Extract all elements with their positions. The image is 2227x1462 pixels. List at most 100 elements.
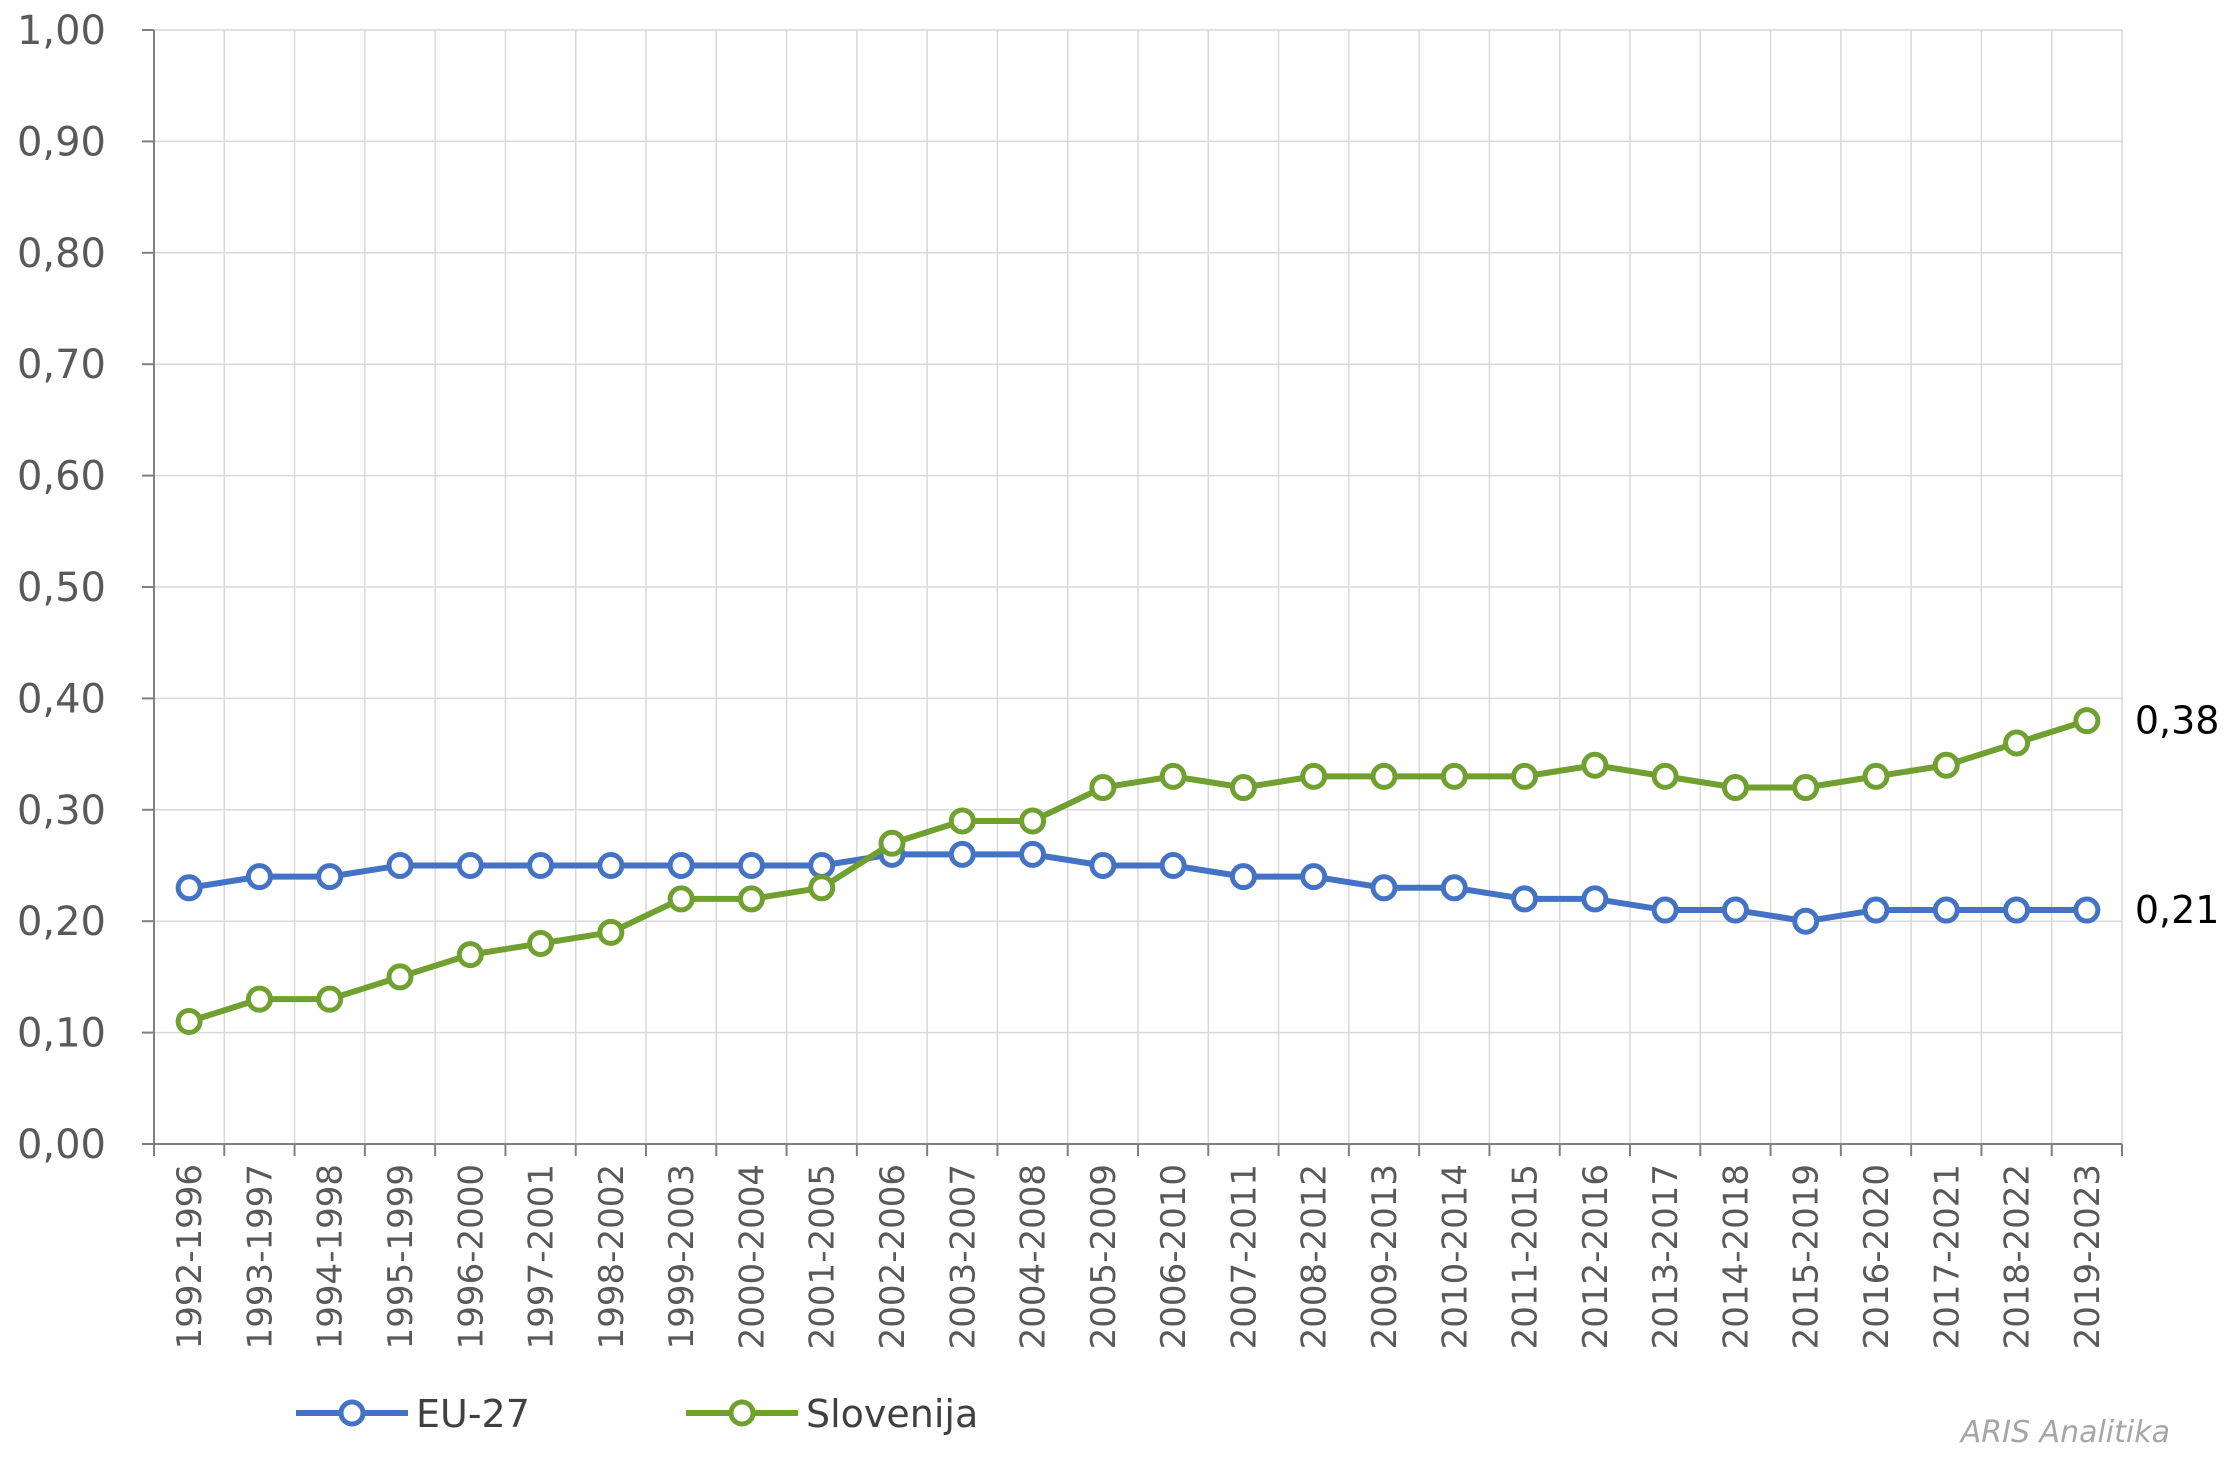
data-point xyxy=(1651,896,1679,924)
data-point xyxy=(456,852,484,879)
x-tick-label: 2017-2021 xyxy=(1927,1164,1967,1349)
x-tick-label: 2018-2022 xyxy=(1998,1164,2038,1349)
end-data-label: 0,21 xyxy=(2135,888,2220,932)
data-point xyxy=(2073,707,2101,735)
x-tick-label: 1995-1999 xyxy=(381,1164,421,1349)
x-tick-label: 1999-2003 xyxy=(662,1164,702,1349)
data-point xyxy=(2003,896,2031,924)
grid xyxy=(154,29,2123,1144)
x-tick-label: 2005-2009 xyxy=(1084,1164,1124,1349)
x-tick-label: 2002-2006 xyxy=(873,1164,913,1349)
data-point xyxy=(1019,807,1047,835)
legend-marker xyxy=(338,1399,366,1427)
y-tick-label: 0,20 xyxy=(17,899,106,945)
x-tick-label: 2008-2012 xyxy=(1295,1164,1335,1349)
y-tick-label: 0,60 xyxy=(17,454,106,500)
x-tick-label: 2013-2017 xyxy=(1646,1164,1686,1349)
data-point xyxy=(1932,751,1960,779)
data-point xyxy=(1792,774,1820,802)
y-tick-label: 0,30 xyxy=(17,788,106,834)
x-tick-label: 2015-2019 xyxy=(1787,1164,1827,1349)
data-point xyxy=(597,852,625,879)
data-point xyxy=(386,852,414,879)
data-point xyxy=(1581,751,1609,779)
x-tick-label: 2019-2023 xyxy=(2068,1164,2108,1349)
x-tick-label: 2010-2014 xyxy=(1435,1164,1475,1349)
x-tick-label: 2014-2018 xyxy=(1716,1164,1756,1349)
data-point xyxy=(808,874,836,902)
x-tick-label: 2004-2008 xyxy=(1014,1164,1054,1349)
data-point xyxy=(1370,762,1398,790)
x-tick-label: 2012-2016 xyxy=(1576,1164,1616,1349)
y-tick-label: 0,90 xyxy=(17,119,106,165)
x-tick-label: 1997-2001 xyxy=(522,1164,562,1349)
y-tick-label: 0,80 xyxy=(17,231,106,277)
data-point xyxy=(948,807,976,835)
data-point xyxy=(1511,762,1539,790)
data-point xyxy=(1651,762,1679,790)
data-point xyxy=(527,852,555,879)
data-point xyxy=(316,985,344,1013)
data-point xyxy=(245,985,273,1013)
x-tick-label: 1993-1997 xyxy=(240,1164,280,1349)
y-tick-label: 0,50 xyxy=(17,565,106,611)
data-point xyxy=(1089,852,1117,879)
x-tick-label: 2006-2010 xyxy=(1154,1164,1194,1349)
data-point xyxy=(1229,774,1257,802)
data-point xyxy=(1721,896,1749,924)
data-point xyxy=(175,874,203,902)
data-point xyxy=(527,929,555,957)
labels: 0,21 0,38 xyxy=(2135,699,2220,932)
legend-label: Slovenija xyxy=(806,1392,978,1436)
x-tick-label: 1998-2002 xyxy=(592,1164,632,1349)
legend: EU-27 Slovenija xyxy=(296,1392,978,1436)
data-point xyxy=(1159,762,1187,790)
data-point xyxy=(1440,762,1468,790)
y-tick-label: 0,40 xyxy=(17,676,106,722)
data-point xyxy=(1440,874,1468,902)
data-point xyxy=(597,918,625,946)
data-point xyxy=(1511,885,1539,913)
data-point xyxy=(1792,907,1820,935)
data-point xyxy=(667,852,695,879)
y-tick-label: 1,00 xyxy=(17,8,106,54)
x-tick-label: 1994-1998 xyxy=(311,1164,351,1349)
data-point xyxy=(1862,896,1890,924)
data-point xyxy=(1370,874,1398,902)
x-tick-label: 1992-1996 xyxy=(170,1164,210,1349)
series xyxy=(175,707,2101,1035)
y-tick-label: 0,70 xyxy=(17,342,106,388)
x-tick-label: 2000-2004 xyxy=(732,1164,772,1349)
data-point xyxy=(1300,863,1328,891)
x-tick-label: 2009-2013 xyxy=(1365,1164,1405,1349)
series-line-slovenija xyxy=(188,717,2088,1025)
x-tick-label: 2011-2015 xyxy=(1506,1164,1546,1349)
data-point xyxy=(2003,729,2031,757)
data-point xyxy=(2073,896,2101,924)
end-data-label: 0,38 xyxy=(2135,699,2220,743)
legend-label: EU-27 xyxy=(416,1392,530,1436)
axes: 0,00 0,10 0,20 0,30 0,40 0,50 0,60 0,70 0,80 0,90… xyxy=(17,8,2123,1349)
y-tick-label: 0,00 xyxy=(17,1122,106,1168)
data-point xyxy=(878,829,906,857)
data-point xyxy=(1932,896,1960,924)
data-point xyxy=(1089,774,1117,802)
watermark-text: ARIS Analitika xyxy=(1959,1415,2170,1450)
data-point xyxy=(386,963,414,991)
data-point xyxy=(1721,774,1749,802)
data-point xyxy=(948,840,976,868)
x-tick-label: 2007-2011 xyxy=(1224,1164,1264,1349)
data-point xyxy=(667,885,695,913)
series-line-eu-27 xyxy=(188,851,2087,925)
x-tick-label: 2001-2005 xyxy=(803,1164,843,1349)
data-point xyxy=(1229,863,1257,891)
data-point xyxy=(737,852,765,879)
data-point xyxy=(245,863,273,891)
data-point xyxy=(1581,885,1609,913)
data-point xyxy=(1300,762,1328,790)
data-point xyxy=(1019,840,1047,868)
legend-marker xyxy=(728,1399,756,1427)
data-point xyxy=(1159,852,1187,879)
